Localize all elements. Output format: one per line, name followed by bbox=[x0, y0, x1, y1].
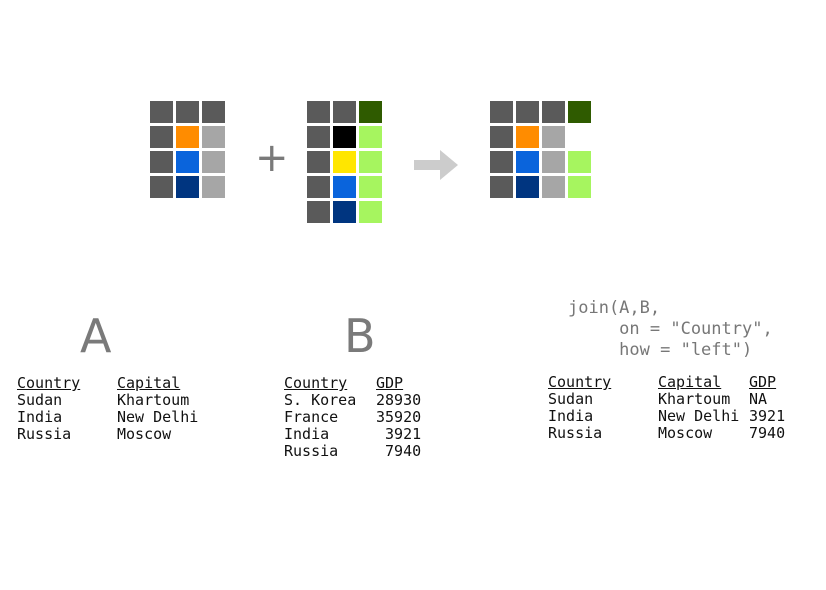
table-row: S. Korea 28930 bbox=[284, 392, 421, 409]
table-cell: Khartoum bbox=[658, 390, 731, 408]
column-header: Capital bbox=[117, 374, 181, 392]
result-table: Country Capital GDP Sudan Khartoum NA In… bbox=[548, 374, 785, 442]
table-cell: Moscow bbox=[658, 424, 713, 442]
table-cell: S. Korea bbox=[284, 391, 357, 409]
table-row: Russia Moscow 7940 bbox=[548, 425, 785, 442]
grid-cell bbox=[202, 101, 225, 123]
grid-cell bbox=[307, 201, 330, 223]
table-cell: 28930 bbox=[376, 391, 422, 409]
table-cell: 7940 bbox=[385, 442, 422, 460]
table-cell: Russia bbox=[284, 442, 339, 460]
table-cell: 35920 bbox=[376, 408, 422, 426]
grid-cell bbox=[542, 101, 565, 123]
table-b-label: B bbox=[344, 309, 376, 363]
table-cell: New Delhi bbox=[117, 408, 199, 426]
grid-cell bbox=[542, 126, 565, 148]
grid-cell bbox=[307, 176, 330, 198]
table-cell: Moscow bbox=[117, 425, 172, 443]
code-line: join(A,B, bbox=[568, 298, 661, 318]
grid-cell bbox=[516, 151, 539, 173]
grid-cell bbox=[150, 151, 173, 173]
table-row: India New Delhi bbox=[17, 409, 198, 426]
grid-cell bbox=[176, 151, 199, 173]
table-row: Sudan Khartoum bbox=[17, 392, 198, 409]
table-row: India New Delhi 3921 bbox=[548, 408, 785, 425]
column-header: Country bbox=[284, 374, 348, 392]
grid-cell bbox=[202, 126, 225, 148]
table-cell: Khartoum bbox=[117, 391, 190, 409]
table-cell: India bbox=[17, 408, 63, 426]
grid-cell bbox=[542, 151, 565, 173]
column-header: Country bbox=[17, 374, 81, 392]
arrow-right-icon bbox=[414, 150, 458, 180]
grid-cell bbox=[307, 151, 330, 173]
grid-cell bbox=[359, 126, 382, 148]
grid-cell bbox=[307, 101, 330, 123]
table-b-icon bbox=[307, 101, 385, 223]
plus-operator: + bbox=[255, 135, 289, 181]
grid-cell bbox=[490, 126, 513, 148]
grid-cell bbox=[333, 201, 356, 223]
table-a-label: A bbox=[80, 309, 112, 363]
table-row: France 35920 bbox=[284, 409, 421, 426]
table-row: Russia 7940 bbox=[284, 443, 421, 460]
grid-cell bbox=[490, 176, 513, 198]
result-table-icon bbox=[490, 101, 594, 198]
table-cell: 3921 bbox=[385, 425, 422, 443]
grid-cell bbox=[150, 126, 173, 148]
grid-cell bbox=[568, 176, 591, 198]
grid-cell bbox=[359, 201, 382, 223]
table-cell: Russia bbox=[17, 425, 72, 443]
column-header: GDP bbox=[749, 373, 777, 391]
grid-cell bbox=[516, 176, 539, 198]
grid-cell bbox=[490, 101, 513, 123]
grid-cell bbox=[359, 151, 382, 173]
grid-cell bbox=[568, 101, 591, 123]
join-code: join(A,B, on = "Country", how = "left") bbox=[568, 298, 773, 361]
table-a: Country Capital Sudan Khartoum India New… bbox=[17, 375, 198, 443]
table-cell: NA bbox=[749, 390, 768, 408]
grid-cell bbox=[333, 151, 356, 173]
grid-cell bbox=[490, 151, 513, 173]
grid-cell bbox=[307, 126, 330, 148]
grid-cell bbox=[176, 126, 199, 148]
column-header: Country bbox=[548, 373, 612, 391]
grid-cell bbox=[568, 151, 591, 173]
table-row: India 3921 bbox=[284, 426, 421, 443]
grid-cell bbox=[176, 176, 199, 198]
table-cell: India bbox=[284, 425, 330, 443]
table-header-row: Country GDP bbox=[284, 375, 421, 392]
grid-cell bbox=[150, 101, 173, 123]
table-cell: India bbox=[548, 407, 594, 425]
grid-cell bbox=[333, 101, 356, 123]
table-row: Russia Moscow bbox=[17, 426, 198, 443]
grid-cell bbox=[516, 101, 539, 123]
code-line: how = "left") bbox=[568, 340, 753, 360]
table-header-row: Country Capital bbox=[17, 375, 198, 392]
code-line: on = "Country", bbox=[568, 319, 773, 339]
table-cell: Sudan bbox=[548, 390, 594, 408]
grid-cell bbox=[202, 176, 225, 198]
grid-cell bbox=[359, 101, 382, 123]
table-header-row: Country Capital GDP bbox=[548, 374, 785, 391]
grid-cell bbox=[333, 176, 356, 198]
table-row: Sudan Khartoum NA bbox=[548, 391, 785, 408]
column-header: Capital bbox=[658, 373, 722, 391]
table-cell: Sudan bbox=[17, 391, 63, 409]
table-cell: France bbox=[284, 408, 339, 426]
grid-cell bbox=[516, 126, 539, 148]
table-b: Country GDP S. Korea 28930 France 35920 … bbox=[284, 375, 421, 460]
table-cell: New Delhi bbox=[658, 407, 740, 425]
table-cell: 7940 bbox=[749, 424, 786, 442]
grid-cell bbox=[202, 151, 225, 173]
column-header: GDP bbox=[376, 374, 404, 392]
table-a-icon bbox=[150, 101, 228, 198]
grid-cell bbox=[176, 101, 199, 123]
table-cell: Russia bbox=[548, 424, 603, 442]
grid-cell bbox=[542, 176, 565, 198]
table-cell: 3921 bbox=[749, 407, 786, 425]
grid-cell bbox=[359, 176, 382, 198]
grid-cell bbox=[333, 126, 356, 148]
grid-cell bbox=[150, 176, 173, 198]
